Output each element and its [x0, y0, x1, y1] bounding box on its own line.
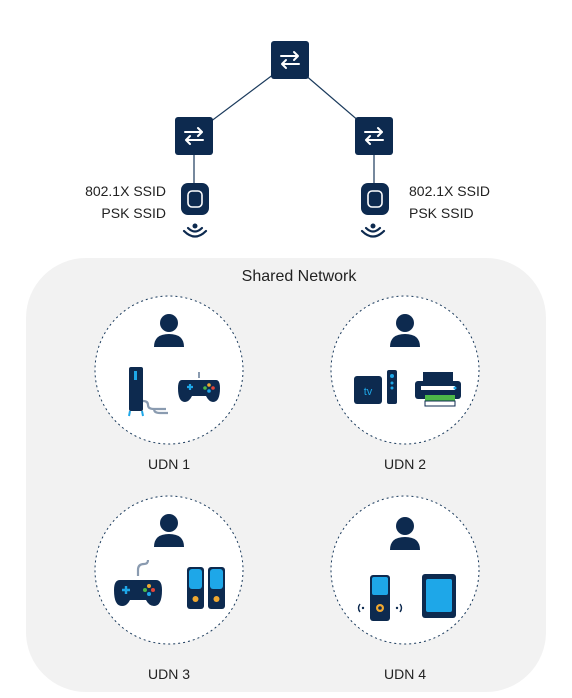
udn-3-user-icon — [154, 514, 184, 547]
udn-3-game-controller-icon — [114, 559, 162, 606]
right-ssid-psk: PSK SSID — [409, 205, 474, 221]
shared-network-title: Shared Network — [241, 268, 357, 285]
udn-3-circle — [94, 495, 244, 645]
udn-2-user-icon — [390, 314, 420, 347]
udn-4-tablet-icon — [422, 574, 456, 618]
left-ssid-8021x: 802.1X SSID — [85, 183, 166, 199]
right-ssid-8021x: 802.1X SSID — [409, 183, 490, 199]
udn-4-user-icon — [390, 517, 420, 550]
right-wifi-icon — [360, 223, 386, 238]
right-switch-icon — [355, 117, 393, 155]
svg-text:tv: tv — [364, 386, 373, 398]
left-switch-icon — [175, 117, 213, 155]
udn-2-tv-box-icon: tv — [354, 376, 382, 404]
right-access-point-icon — [361, 183, 389, 215]
udn-3-speakers-icon — [187, 567, 225, 609]
udn-2-printer-icon — [415, 372, 461, 407]
udn-1-game-controller-icon — [178, 372, 220, 402]
udn-1-label: UDN 1 — [147, 456, 190, 472]
udn-2-label: UDN 2 — [383, 456, 426, 472]
left-wifi-icon — [182, 223, 208, 238]
core-switch-icon — [271, 41, 309, 79]
udn-3-label: UDN 3 — [147, 666, 190, 682]
left-ssid-labels: 802.1X SSID PSK SSID — [82, 180, 166, 224]
shared-network-panel — [26, 258, 546, 692]
udn-4-label: UDN 4 — [383, 666, 426, 682]
udn-1-pc-tower-icon — [128, 367, 168, 417]
left-access-point-icon — [181, 183, 209, 215]
udn-2-circle — [330, 295, 480, 445]
udn-1-user-icon — [154, 314, 184, 347]
udn-2-remote-icon — [387, 370, 397, 404]
udn-4-smart-speaker-icon — [357, 575, 403, 621]
left-ssid-psk: PSK SSID — [101, 205, 166, 221]
right-ssid-labels: 802.1X SSID PSK SSID — [409, 180, 490, 224]
